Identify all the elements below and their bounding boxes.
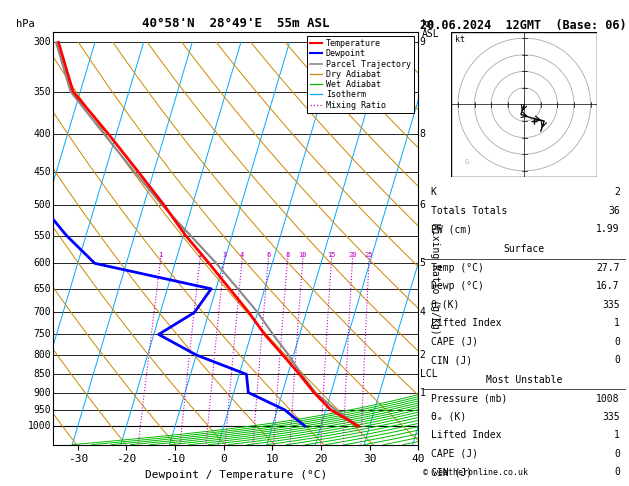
Text: 5: 5 [420,259,426,268]
Text: Most Unstable: Most Unstable [486,375,562,385]
Text: 600: 600 [33,259,51,268]
Text: θₑ (K): θₑ (K) [431,412,466,422]
Text: 2: 2 [198,252,202,258]
Text: 550: 550 [33,230,51,241]
Text: 9: 9 [420,37,426,48]
Text: 750: 750 [33,330,51,339]
Text: 1: 1 [159,252,163,258]
Text: 25: 25 [365,252,374,258]
Text: Temp (°C): Temp (°C) [431,263,484,273]
Text: Lifted Index: Lifted Index [431,318,501,328]
Text: LCL: LCL [420,369,437,379]
Text: 0: 0 [614,449,620,459]
Text: kt: kt [455,35,465,44]
Text: 500: 500 [33,200,51,210]
Text: 350: 350 [33,87,51,97]
Text: 1000: 1000 [28,421,51,431]
Text: 8: 8 [286,252,289,258]
Text: Dewp (°C): Dewp (°C) [431,281,484,291]
Text: 1008: 1008 [596,394,620,403]
Text: 3: 3 [222,252,226,258]
Text: 0: 0 [614,468,620,477]
Text: Pressure (mb): Pressure (mb) [431,394,507,403]
Text: K: K [431,188,437,197]
Text: 2: 2 [614,188,620,197]
Text: G: G [465,159,469,165]
Text: Totals Totals: Totals Totals [431,206,507,216]
Text: 20: 20 [348,252,357,258]
Text: 800: 800 [33,350,51,360]
Text: 2: 2 [420,350,426,360]
Text: 400: 400 [33,129,51,139]
Text: Surface: Surface [504,244,545,254]
Text: CIN (J): CIN (J) [431,468,472,477]
Text: θₑ(K): θₑ(K) [431,300,460,310]
Text: 8: 8 [420,129,426,139]
Text: 4: 4 [420,308,426,317]
Text: 15: 15 [327,252,336,258]
Text: 700: 700 [33,308,51,317]
Text: 900: 900 [33,387,51,398]
Text: 6: 6 [420,200,426,210]
Text: CAPE (J): CAPE (J) [431,337,478,347]
Text: 27.7: 27.7 [596,263,620,273]
Text: 36: 36 [608,206,620,216]
Text: 335: 335 [602,412,620,422]
Text: 850: 850 [33,369,51,379]
Text: km
ASL: km ASL [421,19,439,39]
Text: 16.7: 16.7 [596,281,620,291]
Text: 300: 300 [33,37,51,48]
Text: CIN (J): CIN (J) [431,355,472,365]
Text: 10: 10 [299,252,307,258]
Text: 4: 4 [240,252,244,258]
Text: 1.99: 1.99 [596,225,620,234]
Text: hPa: hPa [16,19,35,30]
X-axis label: Dewpoint / Temperature (°C): Dewpoint / Temperature (°C) [145,470,327,480]
Text: © weatheronline.co.uk: © weatheronline.co.uk [423,468,528,477]
Text: 450: 450 [33,167,51,176]
Title: 40°58'N  28°49'E  55m ASL: 40°58'N 28°49'E 55m ASL [142,17,330,31]
Text: 20.06.2024  12GMT  (Base: 06): 20.06.2024 12GMT (Base: 06) [420,19,626,33]
Text: 335: 335 [602,300,620,310]
Text: 650: 650 [33,284,51,294]
Text: CAPE (J): CAPE (J) [431,449,478,459]
Text: 0: 0 [614,355,620,365]
Text: Mixing Ratio (g/kg): Mixing Ratio (g/kg) [430,223,440,335]
Text: 1: 1 [614,318,620,328]
Text: Lifted Index: Lifted Index [431,431,501,440]
Text: 6: 6 [266,252,270,258]
Text: 1: 1 [420,387,426,398]
Text: 950: 950 [33,405,51,415]
Text: 1: 1 [614,431,620,440]
Text: PW (cm): PW (cm) [431,225,472,234]
Legend: Temperature, Dewpoint, Parcel Trajectory, Dry Adiabat, Wet Adiabat, Isotherm, Mi: Temperature, Dewpoint, Parcel Trajectory… [306,36,414,113]
Text: 0: 0 [614,337,620,347]
